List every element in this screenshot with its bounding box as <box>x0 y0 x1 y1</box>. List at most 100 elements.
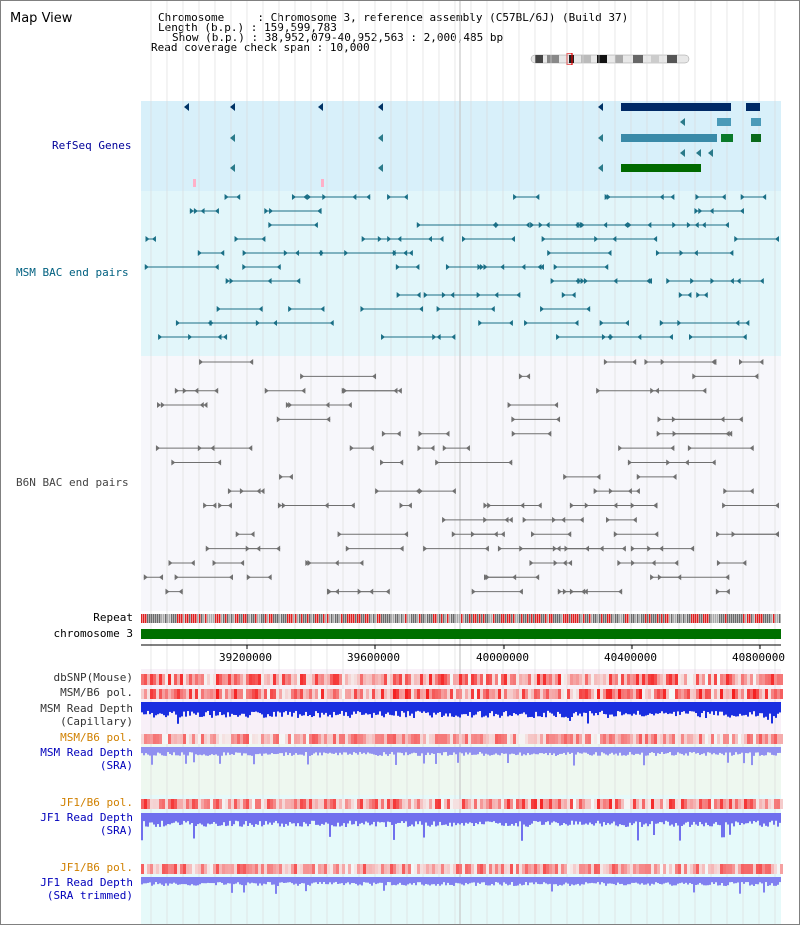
depth-bar <box>619 702 621 712</box>
track-label-msm-b6-pol[interactable]: MSM/B6 pol. <box>60 686 133 699</box>
depth-bar <box>329 813 331 837</box>
depth-bar <box>301 877 303 884</box>
heat-cell <box>558 734 561 744</box>
repeat-mark <box>313 614 315 623</box>
b6n-bac-pair-end <box>690 545 695 552</box>
depth-bar <box>221 877 223 883</box>
b6n-bac-pair-end <box>404 531 409 538</box>
msm-bac-pair-end <box>396 292 401 298</box>
msm-bac-pair-end <box>189 208 194 214</box>
repeat-mark <box>469 614 471 623</box>
heat-cell <box>441 689 444 699</box>
heat-cell <box>246 799 249 809</box>
heat-cell <box>165 674 168 685</box>
heat-cell <box>144 864 147 874</box>
msm-bac-pair-end <box>762 194 767 200</box>
heat-cell <box>216 734 219 744</box>
gene-arrow-mark <box>378 103 383 111</box>
repeat-mark <box>385 614 387 623</box>
repeat-mark <box>491 614 493 623</box>
repeat-mark <box>383 614 385 623</box>
depth-bar <box>731 702 733 716</box>
repeat-mark <box>199 614 201 623</box>
depth-bar <box>163 702 165 716</box>
depth-bar <box>391 877 393 886</box>
msm-bac-pair-end <box>360 306 365 312</box>
heat-cell <box>585 799 588 809</box>
depth-bar <box>539 747 541 754</box>
track-label-repeat[interactable]: Repeat <box>93 611 133 624</box>
depth-bar <box>503 813 505 826</box>
repeat-mark <box>445 614 447 623</box>
heat-cell <box>426 689 429 699</box>
heat-cell <box>768 734 771 744</box>
track-label-msm-b6-pol-2[interactable]: MSM/B6 pol. <box>60 731 133 744</box>
depth-bar <box>219 877 221 883</box>
track-label-msm-depth-sra[interactable]: MSM Read Depth <box>40 746 133 759</box>
heat-cell <box>564 674 567 685</box>
track-label-refseq-genes[interactable]: RefSeq Genes <box>52 139 132 152</box>
track-label-msm-depth-capillary[interactable]: MSM Read Depth <box>40 702 133 715</box>
b6n-bac-pair-end <box>627 488 632 495</box>
b6n-bac-pair-end <box>380 459 385 466</box>
repeat-mark <box>409 614 411 623</box>
repeat-mark <box>567 614 569 623</box>
heat-cell <box>543 799 546 809</box>
heat-cell <box>435 799 438 809</box>
depth-bar <box>235 813 237 821</box>
heat-cell <box>462 734 465 744</box>
depth-bar <box>233 813 235 825</box>
track-label-jf1-b6-pol[interactable]: JF1/B6 pol. <box>60 796 133 809</box>
depth-bar <box>155 813 157 827</box>
repeat-mark <box>449 614 451 623</box>
depth-bar <box>449 877 451 885</box>
msm-bac-pair-end <box>216 306 221 312</box>
heat-cell <box>732 734 735 744</box>
heat-cell <box>687 689 690 699</box>
depth-bar <box>317 877 319 884</box>
heat-cell <box>369 674 372 685</box>
depth-bar <box>495 747 497 754</box>
heat-cell <box>756 864 759 874</box>
track-label-msm-bac[interactable]: MSM BAC end pairs <box>16 266 129 279</box>
heat-cell <box>594 864 597 874</box>
repeat-mark <box>413 614 415 623</box>
repeat-mark <box>627 614 629 623</box>
heat-cell <box>150 674 153 685</box>
depth-bar <box>565 813 567 825</box>
heat-cell <box>360 674 363 685</box>
depth-bar <box>411 702 413 714</box>
heat-cell <box>285 689 288 699</box>
depth-bar <box>769 702 771 714</box>
heat-cell <box>591 734 594 744</box>
heat-cell <box>567 799 570 809</box>
chromosome-ideogram[interactable] <box>529 53 691 65</box>
depth-bar <box>293 702 295 713</box>
depth-bar <box>443 747 445 753</box>
heat-cell <box>270 734 273 744</box>
depth-bar <box>405 747 407 753</box>
depth-bar <box>259 702 261 714</box>
repeat-mark <box>611 614 613 623</box>
track-label-jf1-depth-trimmed[interactable]: JF1 Read Depth <box>40 876 133 889</box>
track-label-jf1-b6-pol-2[interactable]: JF1/B6 pol. <box>60 861 133 874</box>
heat-cell <box>564 734 567 744</box>
heat-cell <box>600 864 603 874</box>
depth-bar <box>235 702 237 716</box>
heat-cell <box>396 689 399 699</box>
track-label-jf1-depth-sra[interactable]: JF1 Read Depth <box>40 811 133 824</box>
heat-cell <box>468 864 471 874</box>
msm-bac-pair-end <box>734 236 739 242</box>
depth-bar <box>399 702 401 717</box>
repeat-mark <box>547 614 549 623</box>
track-label-dbsnp[interactable]: dbSNP(Mouse) <box>53 671 133 684</box>
repeat-mark <box>393 614 395 623</box>
b6n-bac-pair-end <box>399 502 404 509</box>
track-label-b6n-bac[interactable]: B6N BAC end pairs <box>16 476 129 489</box>
b6n-bac-pair-end <box>418 488 423 495</box>
heat-cell <box>531 689 534 699</box>
depth-bar <box>159 813 161 827</box>
depth-bar <box>479 813 481 822</box>
heat-cell <box>405 734 408 744</box>
